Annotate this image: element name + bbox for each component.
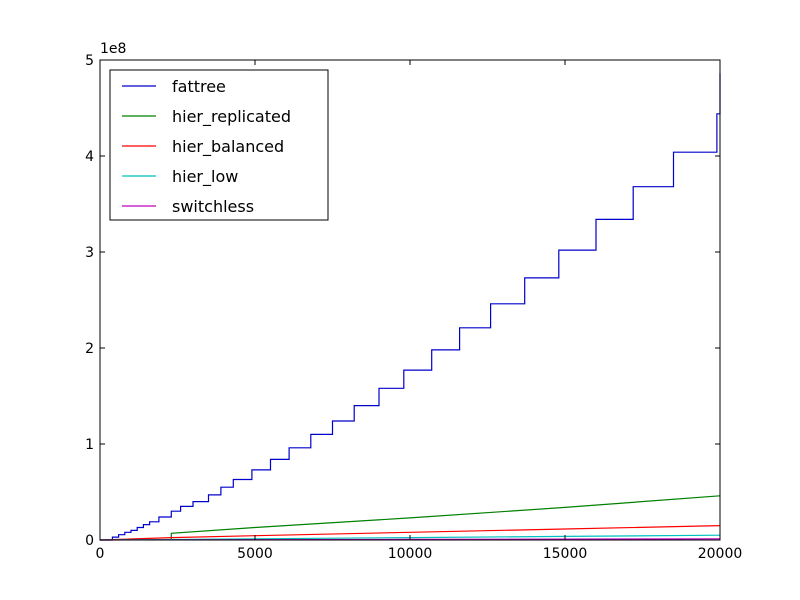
y-tick-label: 0 <box>85 533 94 549</box>
legend-label-hier-balanced: hier_balanced <box>172 137 284 157</box>
x-tick-label: 20000 <box>698 546 743 562</box>
legend: fattree hier_replicated hier_balanced hier_… <box>110 70 328 220</box>
y-tick-label: 3 <box>85 245 94 261</box>
y-tick-label: 2 <box>85 341 94 357</box>
legend-label-hier-replicated: hier_replicated <box>172 107 291 127</box>
legend-label-fattree: fattree <box>172 77 226 96</box>
x-tick-label: 5000 <box>237 546 273 562</box>
x-tick-label: 10000 <box>388 546 433 562</box>
y-tick-label: 1 <box>85 437 94 453</box>
y-tick-label: 4 <box>85 149 94 165</box>
y-offset-label: 1e8 <box>100 41 126 57</box>
y-tick-label: 5 <box>85 53 94 69</box>
legend-label-switchless: switchless <box>172 197 254 216</box>
x-tick-label: 0 <box>96 546 105 562</box>
legend-label-hier-low: hier_low <box>172 167 238 187</box>
x-tick-label: 15000 <box>543 546 588 562</box>
